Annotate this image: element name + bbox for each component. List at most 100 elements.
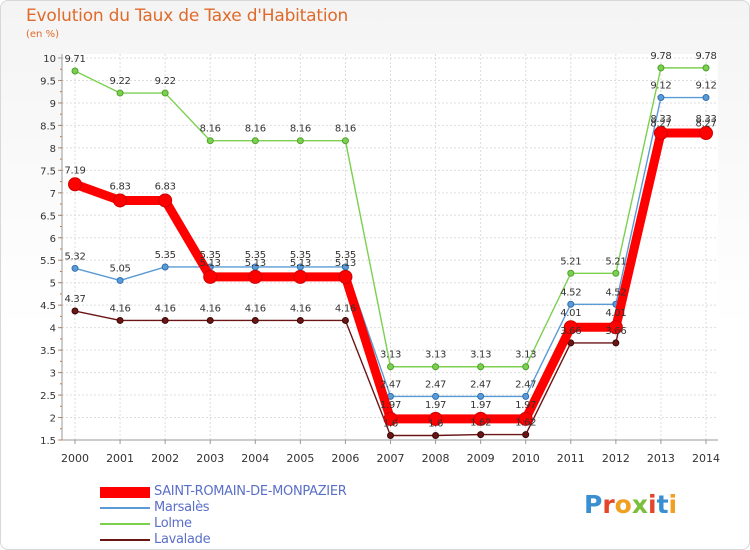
data-label: 4.01	[560, 308, 581, 319]
data-label: 9.78	[695, 51, 716, 62]
data-point	[113, 193, 128, 208]
data-label: 3.66	[605, 326, 626, 337]
data-point	[432, 363, 440, 371]
data-point	[702, 94, 710, 102]
data-label: 3.13	[425, 350, 446, 361]
data-label: 1.6	[428, 419, 443, 430]
data-point	[612, 339, 620, 347]
data-label: 9.78	[650, 51, 671, 62]
data-label: 4.37	[64, 294, 85, 305]
legend-label: Lavalade	[154, 532, 211, 547]
data-point	[161, 316, 169, 324]
legend-swatch	[100, 539, 150, 541]
x-tick-label: 2007	[377, 452, 405, 465]
data-label: 1.62	[515, 418, 536, 429]
data-label: 4.01	[605, 308, 626, 319]
x-tick-label: 2005	[286, 452, 314, 465]
data-point	[432, 432, 440, 440]
data-point	[71, 307, 79, 315]
data-point	[383, 411, 398, 426]
data-label: 4.16	[290, 303, 311, 314]
data-point	[563, 320, 578, 335]
data-point	[161, 263, 169, 271]
data-point	[341, 137, 349, 145]
data-point	[702, 64, 710, 72]
data-point	[428, 411, 443, 426]
data-label: 2.47	[425, 379, 446, 390]
data-label: 3.13	[470, 350, 491, 361]
y-tick-label: 10	[43, 54, 56, 65]
data-label: 3.66	[560, 326, 581, 337]
data-label: 9.71	[64, 54, 85, 65]
data-point	[161, 89, 169, 97]
x-tick-label: 2009	[467, 452, 495, 465]
data-point	[387, 363, 394, 371]
data-label: 2.47	[470, 379, 491, 390]
data-point	[477, 431, 485, 439]
data-label: 3.13	[515, 350, 536, 361]
legend-swatch	[100, 487, 150, 498]
data-label: 5.05	[110, 263, 131, 274]
data-label: 8.16	[200, 124, 221, 135]
data-label: 1.62	[470, 418, 491, 429]
logo-letter: i	[668, 490, 678, 519]
y-tick-label: 3.5	[40, 346, 56, 357]
data-label: 9.22	[155, 76, 176, 87]
x-tick-label: 2001	[106, 452, 134, 465]
data-point	[251, 137, 259, 145]
data-point	[341, 316, 349, 324]
logo-letter: t	[656, 490, 669, 519]
data-point	[518, 411, 533, 426]
data-label: 1.97	[380, 400, 401, 411]
data-point	[653, 126, 668, 141]
data-label: 4.16	[335, 303, 356, 314]
data-point	[567, 300, 575, 308]
data-label: 1.6	[383, 419, 398, 430]
data-label: 2.47	[515, 379, 536, 390]
data-point	[296, 137, 304, 145]
data-labels-layer: 9.71 9.22 9.22 8.16 8.16 8.16 8.16 3.13 3.13 3.13…	[64, 51, 716, 430]
data-point	[657, 64, 665, 72]
data-point	[477, 363, 485, 371]
chart-title: Evolution du Taux de Taxe d'Habitation	[26, 6, 349, 26]
data-point	[71, 67, 79, 75]
legend-swatch	[100, 507, 150, 509]
data-label: 1.97	[425, 400, 446, 411]
y-tick-label: 2.5	[40, 391, 56, 402]
y-tick-label: 4	[50, 324, 56, 335]
data-point	[477, 392, 485, 400]
y-tick-label: 2	[50, 414, 56, 425]
logo-letter: x	[631, 490, 648, 519]
logo-letter: P	[584, 490, 603, 519]
data-point	[71, 264, 79, 272]
data-point	[522, 363, 530, 371]
data-point	[522, 392, 530, 400]
data-label: 7.19	[64, 165, 85, 176]
y-tick-label: 3	[50, 369, 56, 380]
data-point	[68, 177, 82, 192]
data-point	[116, 89, 124, 97]
x-tick-label: 2013	[647, 452, 675, 465]
data-label: 1.97	[470, 400, 491, 411]
data-point	[251, 316, 259, 324]
x-tick-label: 2014	[692, 452, 720, 465]
x-tick-label: 2006	[331, 452, 359, 465]
data-label: 4.16	[200, 303, 221, 314]
x-tick-label: 2010	[512, 452, 540, 465]
data-label: 5.35	[155, 250, 176, 261]
data-label: 5.13	[335, 258, 356, 269]
x-tick-label: 2004	[241, 452, 269, 465]
x-tick-label: 2003	[196, 452, 224, 465]
data-label: 4.16	[110, 303, 131, 314]
y-tick-label: 8.5	[40, 121, 56, 132]
logo-letter: i	[648, 490, 657, 519]
data-point	[387, 432, 394, 440]
data-point	[116, 276, 124, 284]
y-tick-label: 9	[50, 99, 56, 110]
y-tick-label: 8	[50, 144, 56, 155]
data-label: 2.47	[380, 379, 401, 390]
data-label: 5.35	[200, 250, 221, 261]
data-label: 8.27	[650, 119, 671, 130]
data-label: 8.16	[290, 124, 311, 135]
data-label: 8.16	[335, 124, 356, 135]
